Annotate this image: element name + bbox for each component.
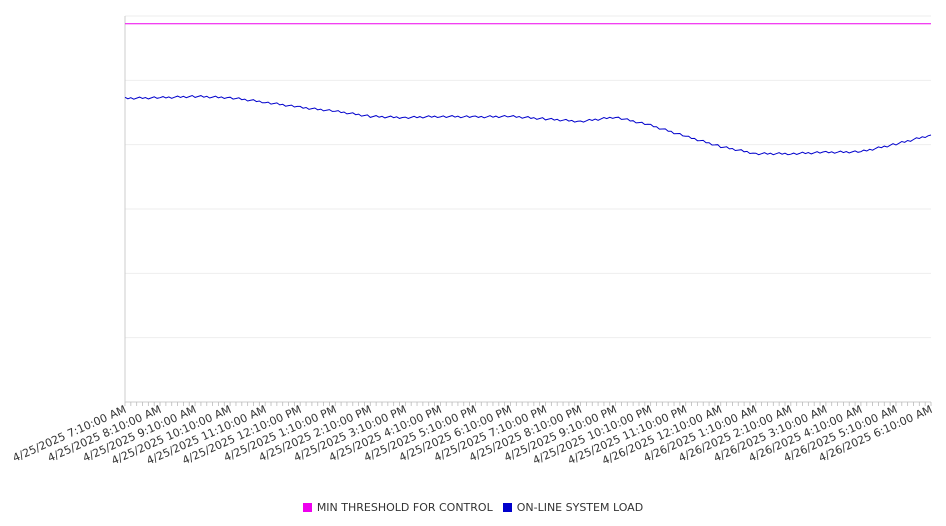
series-layer	[124, 23, 932, 156]
x-minor-ticks	[124, 402, 932, 406]
series-line-online-load	[124, 94, 932, 156]
x-tick-labels: 4/25/2025 7:10:00 AM4/25/2025 8:10:00 AM…	[11, 403, 934, 468]
legend-item-online-load[interactable]: ON-LINE SYSTEM LOAD	[502, 500, 644, 514]
legend: MIN THRESHOLD FOR CONTROL ON-LINE SYSTEM…	[0, 498, 946, 516]
grid	[125, 15, 931, 339]
legend-item-min-threshold[interactable]: MIN THRESHOLD FOR CONTROL	[302, 500, 493, 514]
legend-label-min-threshold: MIN THRESHOLD FOR CONTROL	[316, 500, 493, 514]
legend-swatch-online-load	[502, 502, 512, 512]
legend-swatch-min-threshold	[302, 502, 312, 512]
legend-label-online-load: ON-LINE SYSTEM LOAD	[516, 500, 644, 514]
